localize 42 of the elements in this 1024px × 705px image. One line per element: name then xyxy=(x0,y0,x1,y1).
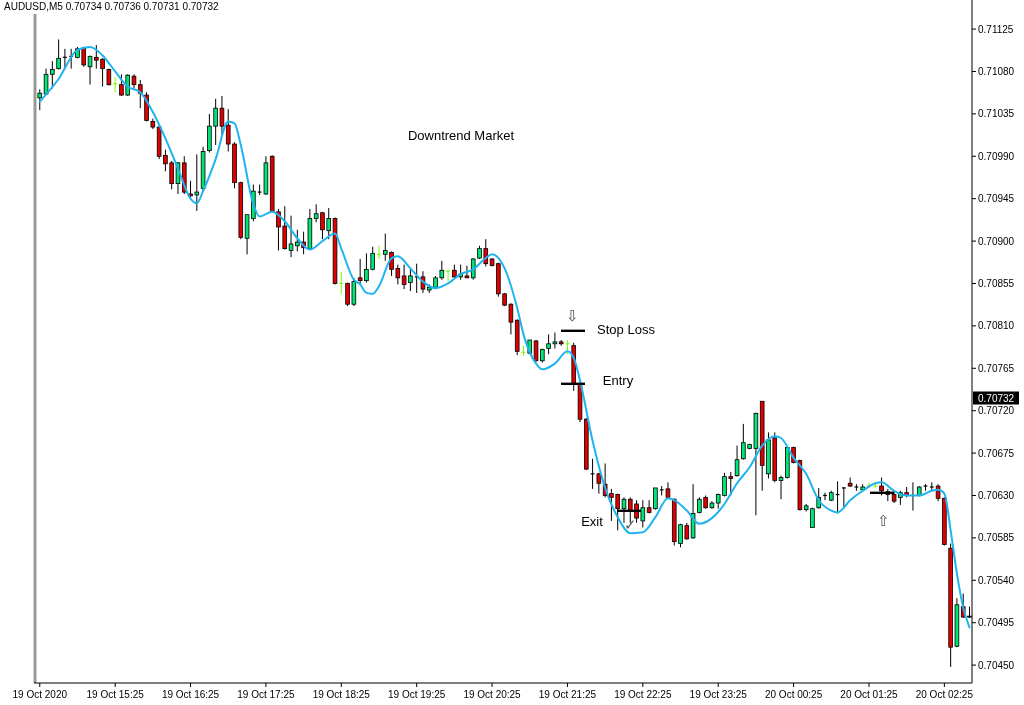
candlestick xyxy=(847,477,853,488)
x-tick-label: 19 Oct 22:25 xyxy=(614,689,672,700)
annotation: ⇧ xyxy=(876,512,890,530)
annotation: Exit xyxy=(581,513,604,529)
candlestick xyxy=(734,445,740,478)
candlestick xyxy=(37,88,43,111)
x-tick-label: 20 Oct 02:25 xyxy=(915,689,974,700)
x-tick-label: 19 Oct 17:25 xyxy=(237,689,295,700)
x-tick-label: 19 Oct 18:25 xyxy=(312,689,371,700)
x-tick-label: 19 Oct 20:25 xyxy=(463,689,522,700)
x-tick-label: 20 Oct 01:25 xyxy=(840,689,899,700)
x-tick-label: 19 Oct 15:25 xyxy=(86,689,145,700)
y-tick-label: 0.70675 xyxy=(978,447,1015,459)
annotation: Stop Loss xyxy=(597,321,656,337)
line-series xyxy=(38,45,971,629)
y-tick-label: 0.70495 xyxy=(978,617,1015,629)
chart-title: AUDUSD,M5 0.70734 0.70736 0.70731 0.70732 xyxy=(4,1,220,12)
candlestick xyxy=(56,38,61,71)
annotation: Downtrend Market xyxy=(407,127,515,143)
candlestick xyxy=(841,486,847,509)
y-tick-label: 0.70810 xyxy=(978,320,1015,332)
x-tick-label: 19 Oct 19:25 xyxy=(388,689,446,700)
y-tick-label: 0.70630 xyxy=(978,489,1015,501)
y-tick-label: 0.71035 xyxy=(978,108,1015,120)
y-tick-label: 0.70900 xyxy=(978,235,1015,247)
y-tick-label: 0.70945 xyxy=(978,193,1015,205)
y-tick-label: 0.70585 xyxy=(978,532,1015,544)
x-tick-label: 19 Oct 2020 xyxy=(12,689,68,700)
x-tick-label: 19 Oct 16:25 xyxy=(161,689,220,700)
annotation: Entry xyxy=(602,372,634,388)
y-tick-label: 0.71125 xyxy=(978,23,1014,35)
x-tick-label: 20 Oct 00:25 xyxy=(764,689,823,700)
y-tick-label: 0.71080 xyxy=(978,65,1015,77)
y-tick-label: 0.70450 xyxy=(978,659,1015,671)
y-tick-label: 0.70855 xyxy=(978,277,1015,289)
y-tick-label: 0.70990 xyxy=(978,150,1015,162)
y-tick-label: 0.70720 xyxy=(978,405,1015,417)
text: 0.70732 xyxy=(978,392,1015,404)
x-tick-label: 19 Oct 21:25 xyxy=(538,689,597,700)
x-tick-label: 19 Oct 23:25 xyxy=(689,689,748,700)
y-tick-label: 0.70540 xyxy=(978,574,1015,586)
y-tick-label: 0.70765 xyxy=(978,362,1015,374)
